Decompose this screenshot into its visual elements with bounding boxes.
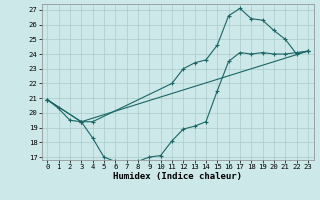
X-axis label: Humidex (Indice chaleur): Humidex (Indice chaleur) [113,172,242,181]
